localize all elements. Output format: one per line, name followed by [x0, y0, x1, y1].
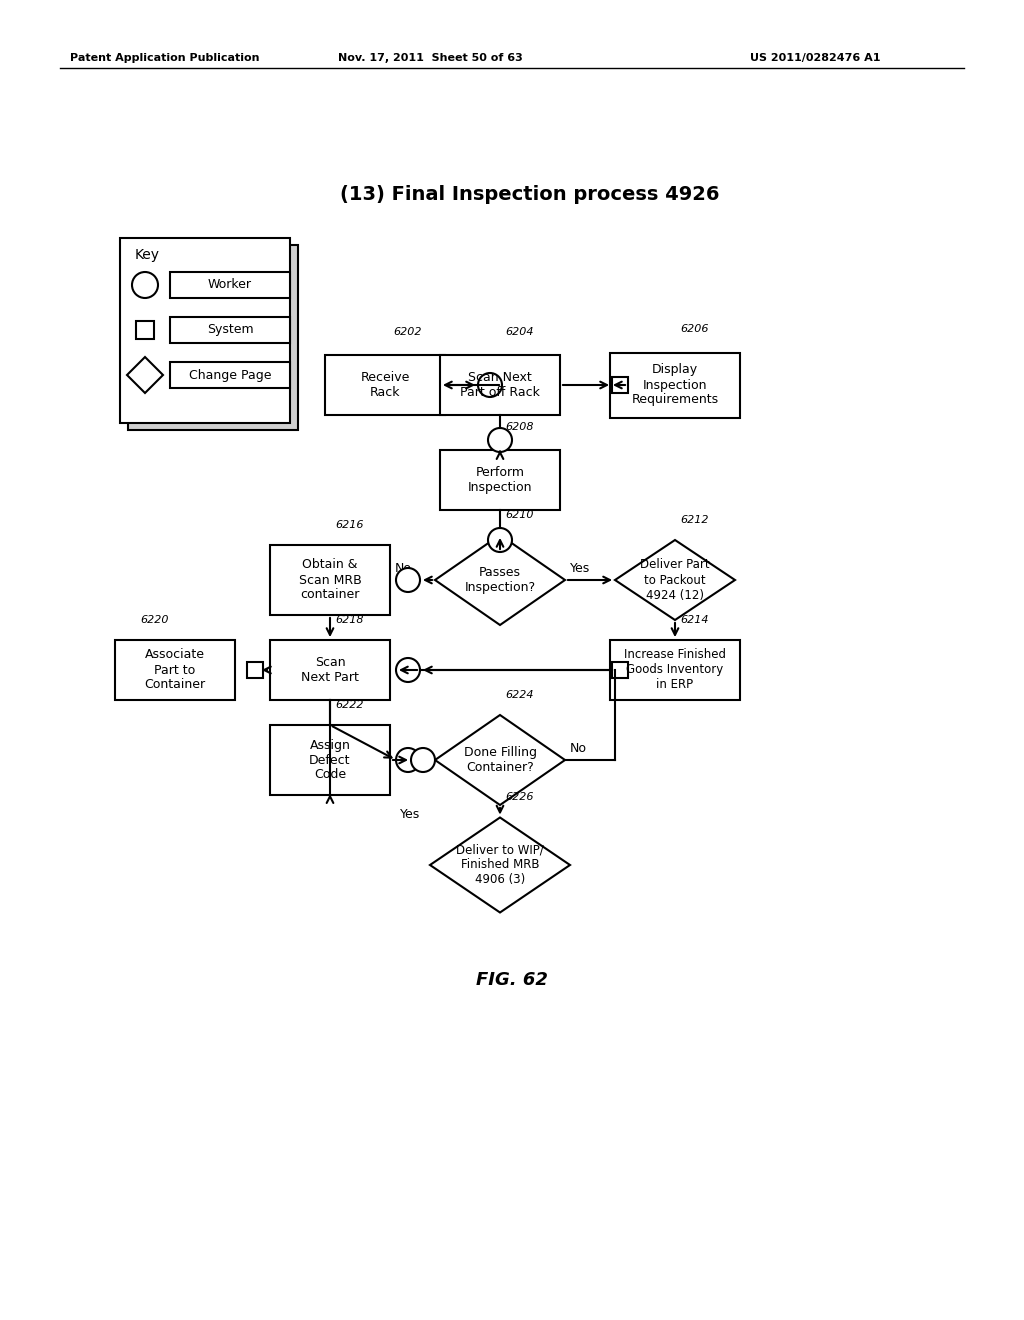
- Circle shape: [488, 428, 512, 451]
- Text: US 2011/0282476 A1: US 2011/0282476 A1: [750, 53, 881, 63]
- Bar: [612, 378, 628, 393]
- Text: Scan Next
Part off Rack: Scan Next Part off Rack: [460, 371, 540, 399]
- Bar: [136, 321, 154, 339]
- Text: (13) Final Inspection process 4926: (13) Final Inspection process 4926: [340, 186, 720, 205]
- Text: 6224: 6224: [505, 690, 534, 700]
- Text: Deliver to WIP/
Finished MRB
4906 (3): Deliver to WIP/ Finished MRB 4906 (3): [456, 843, 544, 887]
- Polygon shape: [435, 535, 565, 624]
- Text: Patent Application Publication: Patent Application Publication: [70, 53, 259, 63]
- Text: Worker: Worker: [208, 279, 252, 292]
- Text: Passes
Inspection?: Passes Inspection?: [465, 566, 536, 594]
- Bar: [610, 640, 740, 700]
- Text: 6218: 6218: [335, 615, 364, 624]
- Text: Receive
Rack: Receive Rack: [360, 371, 410, 399]
- Circle shape: [488, 528, 512, 552]
- Circle shape: [396, 748, 420, 772]
- Bar: [170, 362, 290, 388]
- Circle shape: [478, 374, 502, 397]
- Text: Increase Finished
Goods Inventory
in ERP: Increase Finished Goods Inventory in ERP: [624, 648, 726, 692]
- Text: Assign
Defect
Code: Assign Defect Code: [309, 738, 351, 781]
- Polygon shape: [435, 715, 565, 805]
- Text: 6220: 6220: [140, 615, 169, 624]
- Text: Yes: Yes: [400, 808, 420, 821]
- Bar: [270, 545, 390, 615]
- Polygon shape: [430, 817, 570, 912]
- Text: Key: Key: [135, 248, 160, 261]
- Text: 6214: 6214: [680, 615, 709, 624]
- Text: 6222: 6222: [335, 700, 364, 710]
- Text: 6210: 6210: [505, 510, 534, 520]
- Text: 6212: 6212: [680, 515, 709, 525]
- Text: No: No: [395, 561, 412, 574]
- Bar: [247, 663, 263, 678]
- Polygon shape: [127, 356, 163, 393]
- Text: 6226: 6226: [505, 792, 534, 803]
- Text: Deliver Part
to Packout
4924 (12): Deliver Part to Packout 4924 (12): [640, 558, 710, 602]
- Text: Scan
Next Part: Scan Next Part: [301, 656, 359, 684]
- Circle shape: [396, 657, 420, 682]
- Bar: [610, 352, 740, 417]
- Text: Nov. 17, 2011  Sheet 50 of 63: Nov. 17, 2011 Sheet 50 of 63: [338, 53, 522, 63]
- Bar: [115, 640, 234, 700]
- Text: 6204: 6204: [505, 327, 534, 337]
- Text: No: No: [570, 742, 587, 755]
- Text: Perform
Inspection: Perform Inspection: [468, 466, 532, 494]
- Text: 6206: 6206: [680, 325, 709, 334]
- Bar: [270, 725, 390, 795]
- Bar: [270, 640, 390, 700]
- Bar: [170, 317, 290, 343]
- Bar: [128, 246, 298, 430]
- Circle shape: [411, 748, 435, 772]
- Text: Yes: Yes: [570, 561, 590, 574]
- Text: Obtain &
Scan MRB
container: Obtain & Scan MRB container: [299, 558, 361, 602]
- Bar: [120, 238, 290, 422]
- Text: Associate
Part to
Container: Associate Part to Container: [144, 648, 206, 692]
- Bar: [440, 355, 560, 414]
- Text: Done Filling
Container?: Done Filling Container?: [464, 746, 537, 774]
- Bar: [170, 272, 290, 298]
- Text: 6216: 6216: [335, 520, 364, 531]
- Bar: [325, 355, 445, 414]
- Circle shape: [396, 568, 420, 591]
- Text: 6208: 6208: [505, 422, 534, 432]
- Circle shape: [132, 272, 158, 298]
- Bar: [612, 663, 628, 678]
- Text: Change Page: Change Page: [188, 368, 271, 381]
- Polygon shape: [615, 540, 735, 620]
- Text: Display
Inspection
Requirements: Display Inspection Requirements: [632, 363, 719, 407]
- Text: FIG. 62: FIG. 62: [476, 972, 548, 989]
- Text: 6202: 6202: [393, 327, 422, 337]
- Bar: [440, 450, 560, 510]
- Text: System: System: [207, 323, 253, 337]
